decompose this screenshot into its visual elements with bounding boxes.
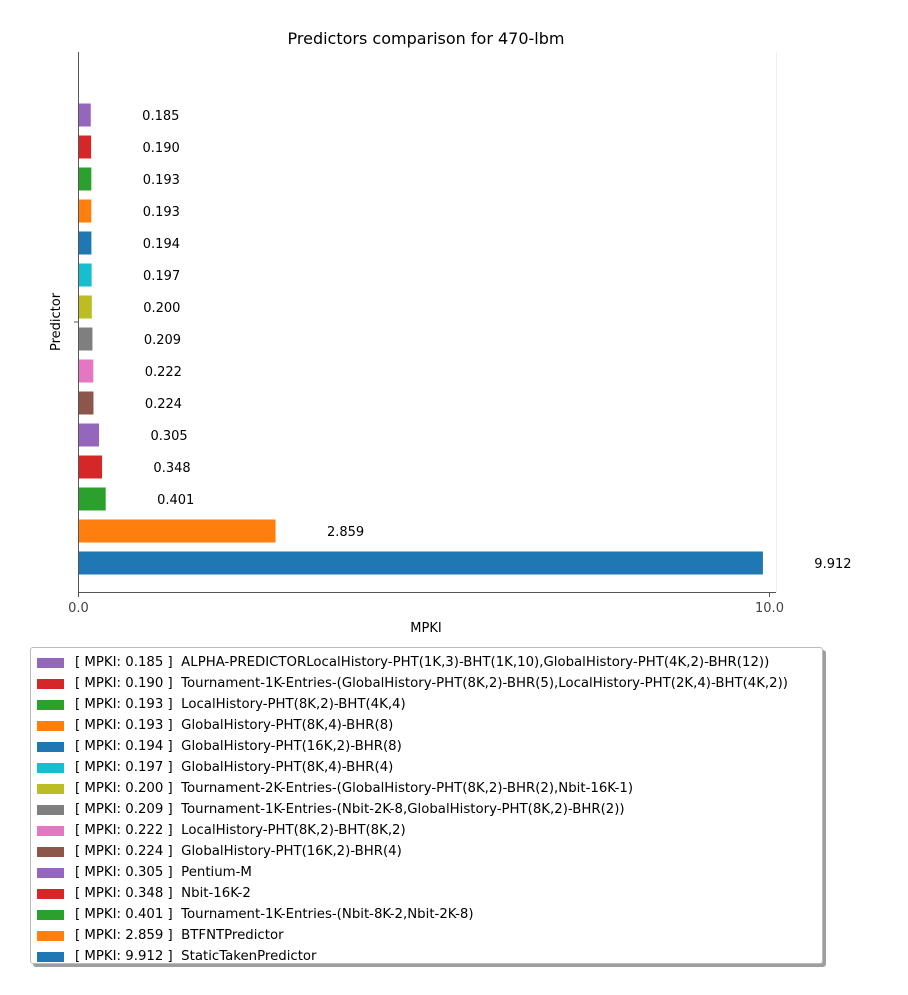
bar-value-label: 0.401 (157, 493, 194, 508)
legend-label: [ MPKI: 9.912 ] StaticTakenPredictor (75, 949, 317, 964)
x-tick-label: 0.0 (68, 601, 89, 616)
bar-value-label: 0.209 (144, 333, 181, 348)
legend-item: [ MPKI: 0.194 ] GlobalHistory-PHT(16K,2)… (37, 736, 402, 757)
legend-label: [ MPKI: 0.200 ] Tournament-2K-Entries-(G… (75, 781, 634, 796)
bar (78, 199, 92, 223)
bar (78, 231, 92, 255)
legend-label: [ MPKI: 0.209 ] Tournament-1K-Entries-(N… (75, 802, 625, 817)
legend-swatch (37, 720, 64, 731)
bar (78, 551, 763, 575)
legend-swatch (37, 699, 64, 710)
legend-label: [ MPKI: 2.859 ] BTFNTPredictor (75, 928, 284, 943)
bar-value-label: 0.305 (150, 429, 187, 444)
legend-label: [ MPKI: 0.194 ] GlobalHistory-PHT(16K,2)… (75, 739, 402, 754)
legend-swatch (37, 804, 64, 815)
legend-item: [ MPKI: 0.200 ] Tournament-2K-Entries-(G… (37, 778, 633, 799)
bar (78, 103, 91, 127)
legend-item: [ MPKI: 9.912 ] StaticTakenPredictor (37, 946, 317, 967)
bar (78, 167, 92, 191)
legend-item: [ MPKI: 0.222 ] LocalHistory-PHT(8K,2)-B… (37, 820, 406, 841)
legend-swatch (37, 930, 64, 941)
bar (78, 135, 92, 159)
bar-value-label: 0.193 (143, 205, 180, 220)
legend-swatch (37, 825, 64, 836)
legend-label: [ MPKI: 0.197 ] GlobalHistory-PHT(8K,4)-… (75, 760, 394, 775)
legend-label: [ MPKI: 0.185 ] ALPHA-PREDICTORLocalHist… (75, 655, 770, 670)
bar (78, 327, 93, 351)
bar-value-label: 0.193 (143, 173, 180, 188)
bars-group (78, 103, 763, 575)
bar-value-label: 0.348 (153, 461, 190, 476)
legend-item: [ MPKI: 2.859 ] BTFNTPredictor (37, 925, 284, 946)
legend-item: [ MPKI: 0.190 ] Tournament-1K-Entries-(G… (37, 673, 788, 694)
bar-value-label: 2.859 (327, 525, 364, 540)
legend-label: [ MPKI: 0.348 ] Nbit-16K-2 (75, 886, 251, 901)
legend-item: [ MPKI: 0.193 ] LocalHistory-PHT(8K,2)-B… (37, 694, 406, 715)
legend-item: [ MPKI: 0.224 ] GlobalHistory-PHT(16K,2)… (37, 841, 402, 862)
legend-item: [ MPKI: 0.401 ] Tournament-1K-Entries-(N… (37, 904, 474, 925)
x-axis-label: MPKI (410, 621, 441, 636)
bar (78, 455, 103, 479)
y-axis-label: Predictor (49, 292, 64, 351)
bar (78, 519, 276, 543)
chart-title: Predictors comparison for 470-lbm (288, 29, 565, 48)
legend-item: [ MPKI: 0.348 ] Nbit-16K-2 (37, 883, 251, 904)
legend-item: [ MPKI: 0.185 ] ALPHA-PREDICTORLocalHist… (37, 652, 769, 673)
legend-label: [ MPKI: 0.224 ] GlobalHistory-PHT(16K,2)… (75, 844, 402, 859)
legend-swatch (37, 888, 64, 899)
legend-label: [ MPKI: 0.193 ] LocalHistory-PHT(8K,2)-B… (75, 697, 406, 712)
legend-item: [ MPKI: 0.197 ] GlobalHistory-PHT(8K,4)-… (37, 757, 393, 778)
legend-item: [ MPKI: 0.209 ] Tournament-1K-Entries-(N… (37, 799, 625, 820)
legend-swatch (37, 846, 64, 857)
bar-value-label: 0.190 (143, 141, 180, 156)
legend-swatch (37, 741, 64, 752)
bar-value-label: 0.197 (143, 269, 180, 284)
bar (78, 359, 94, 383)
legend-swatch (37, 678, 64, 689)
legend-swatch (37, 951, 64, 962)
bar (78, 487, 106, 511)
legend-swatch (37, 657, 64, 668)
legend-swatch (37, 909, 64, 920)
legend-item: [ MPKI: 0.193 ] GlobalHistory-PHT(8K,4)-… (37, 715, 393, 736)
legend-label: [ MPKI: 0.305 ] Pentium-M (75, 865, 252, 880)
legend-label: [ MPKI: 0.222 ] LocalHistory-PHT(8K,2)-B… (75, 823, 406, 838)
legend-swatch (37, 783, 64, 794)
legend-item: [ MPKI: 0.305 ] Pentium-M (37, 862, 252, 883)
x-tick-label: 10.0 (755, 601, 784, 616)
legend-label: [ MPKI: 0.193 ] GlobalHistory-PHT(8K,4)-… (75, 718, 394, 733)
bar (78, 263, 92, 287)
legend-swatch (37, 762, 64, 773)
bar-value-label: 0.200 (143, 301, 180, 316)
legend: [ MPKI: 0.185 ] ALPHA-PREDICTORLocalHist… (30, 647, 823, 964)
bar-chart: Predictors comparison for 470-lbm 0.1850… (49, 29, 852, 636)
legend-label: [ MPKI: 0.401 ] Tournament-1K-Entries-(N… (75, 907, 474, 922)
bar-value-label: 0.224 (145, 397, 182, 412)
bar (78, 295, 92, 319)
bar-value-label: 9.912 (814, 557, 851, 572)
bar-value-label: 0.222 (145, 365, 182, 380)
legend-label: [ MPKI: 0.190 ] Tournament-1K-Entries-(G… (75, 676, 788, 691)
x-ticks-group: 0.0 10.0 (68, 592, 784, 616)
bar-value-label: 0.185 (142, 109, 179, 124)
legend-swatch (37, 867, 64, 878)
bar (78, 423, 100, 447)
value-labels-group: 0.185 0.190 0.193 0.193 0.194 0.197 0.200 0.209… (142, 109, 851, 572)
bar (78, 391, 94, 415)
bar-value-label: 0.194 (143, 237, 180, 252)
